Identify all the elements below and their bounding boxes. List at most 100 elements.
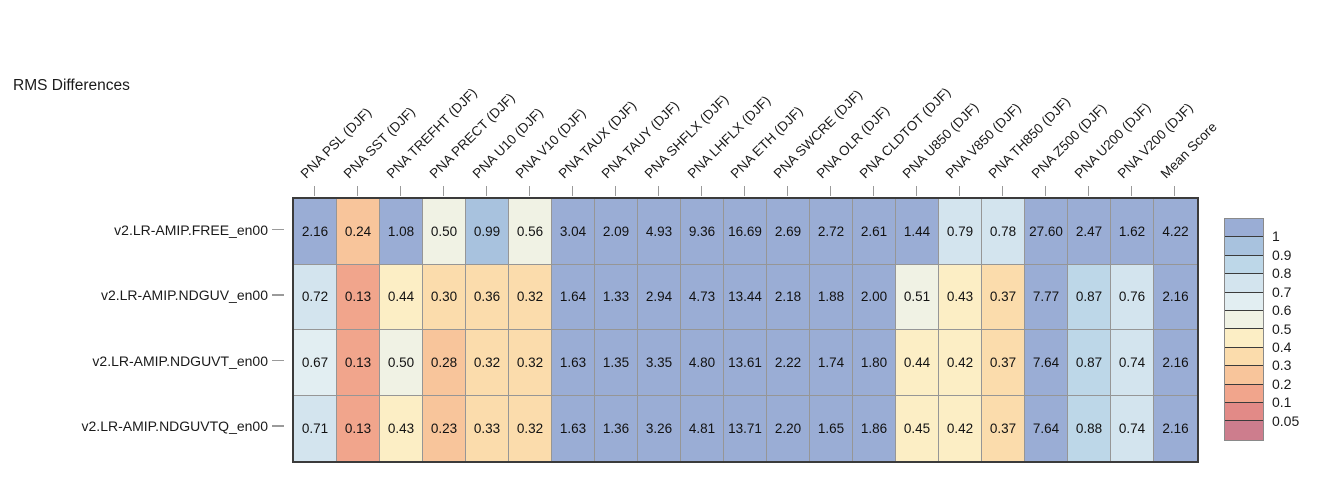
legend-label: 0.1 bbox=[1272, 394, 1292, 411]
heatmap-cell: 2.20 bbox=[767, 395, 810, 461]
heatmap-cell: 0.33 bbox=[466, 395, 509, 461]
heatmap-cell: 0.32 bbox=[509, 330, 552, 396]
heatmap-cell: 0.13 bbox=[337, 330, 380, 396]
legend-label: 0.8 bbox=[1272, 265, 1292, 282]
heatmap-cell: 4.22 bbox=[1154, 199, 1197, 265]
legend-label: 0.7 bbox=[1272, 283, 1292, 300]
heatmap-cell: 7.64 bbox=[1025, 395, 1068, 461]
heatmap-cell: 1.88 bbox=[810, 264, 853, 330]
column-label: PNA U200 (DJF) bbox=[1071, 99, 1153, 182]
column-label: PNA TAUY (DJF) bbox=[598, 98, 682, 182]
row-label: v2.LR-AMIP.NDGUVT_en00 bbox=[92, 352, 268, 369]
heatmap-cell: 0.72 bbox=[294, 264, 337, 330]
heatmap-cell: 1.44 bbox=[896, 199, 939, 265]
legend-swatch bbox=[1225, 384, 1263, 404]
heatmap-cell: 0.44 bbox=[380, 264, 423, 330]
legend-label: 0.6 bbox=[1272, 302, 1292, 319]
heatmap-cell: 1.08 bbox=[380, 199, 423, 265]
column-tick bbox=[485, 186, 487, 196]
heatmap-cell: 0.44 bbox=[896, 330, 939, 396]
heatmap-cell: 0.88 bbox=[1068, 395, 1111, 461]
heatmap-cell: 3.04 bbox=[552, 199, 595, 265]
heatmap-cell: 1.64 bbox=[552, 264, 595, 330]
heatmap-cell: 0.71 bbox=[294, 395, 337, 461]
legend-label: 0.05 bbox=[1272, 412, 1300, 429]
legend-swatch bbox=[1225, 347, 1263, 367]
column-tick bbox=[1001, 186, 1003, 196]
heatmap-cell: 3.35 bbox=[638, 330, 681, 396]
column-tick bbox=[1130, 186, 1132, 196]
column-tick bbox=[743, 186, 745, 196]
heatmap-cell: 0.13 bbox=[337, 395, 380, 461]
row-tick bbox=[272, 294, 284, 296]
row-tick bbox=[272, 228, 284, 231]
heatmap-cell: 0.24 bbox=[337, 199, 380, 265]
heatmap-cell: 0.23 bbox=[423, 395, 466, 461]
heatmap-cell: 2.16 bbox=[294, 199, 337, 265]
legend-swatch bbox=[1225, 292, 1263, 312]
column-label: PNA V850 (DJF) bbox=[942, 100, 1024, 182]
heatmap-cell: 0.42 bbox=[939, 330, 982, 396]
column-tick bbox=[786, 186, 788, 196]
chart-title: RMS Differences bbox=[13, 77, 130, 94]
heatmap-cell: 27.60 bbox=[1025, 199, 1068, 265]
heatmap-cell: 0.37 bbox=[982, 330, 1025, 396]
heatmap-cell: 4.80 bbox=[681, 330, 724, 396]
legend-swatch bbox=[1225, 219, 1263, 238]
heatmap-cell: 4.93 bbox=[638, 199, 681, 265]
column-tick bbox=[399, 186, 401, 196]
column-tick bbox=[700, 186, 702, 196]
row-tick bbox=[272, 425, 284, 427]
heatmap-cell: 0.43 bbox=[939, 264, 982, 330]
heatmap-cell: 0.43 bbox=[380, 395, 423, 461]
heatmap-cell: 0.28 bbox=[423, 330, 466, 396]
heatmap-cell: 3.26 bbox=[638, 395, 681, 461]
heatmap-cell: 2.16 bbox=[1154, 330, 1197, 396]
heatmap-cell: 1.33 bbox=[595, 264, 638, 330]
heatmap-cell: 0.79 bbox=[939, 199, 982, 265]
heatmap-cell: 1.63 bbox=[552, 395, 595, 461]
heatmap-cell: 1.35 bbox=[595, 330, 638, 396]
heatmap-cell: 1.36 bbox=[595, 395, 638, 461]
column-label: PNA V200 (DJF) bbox=[1114, 100, 1196, 182]
heatmap-cell: 0.87 bbox=[1068, 264, 1111, 330]
legend-label: 0.2 bbox=[1272, 375, 1292, 392]
column-tick bbox=[872, 186, 874, 196]
heatmap-cell: 1.80 bbox=[853, 330, 896, 396]
heatmap-cell: 0.32 bbox=[509, 264, 552, 330]
row-label: v2.LR-AMIP.FREE_en00 bbox=[114, 221, 268, 238]
heatmap-cell: 13.71 bbox=[724, 395, 767, 461]
legend-swatch bbox=[1225, 274, 1263, 293]
heatmap-cell: 0.74 bbox=[1111, 395, 1154, 461]
column-tick bbox=[614, 186, 616, 196]
heatmap-cell: 7.77 bbox=[1025, 264, 1068, 330]
heatmap-cell: 0.36 bbox=[466, 264, 509, 330]
heatmap-cell: 0.74 bbox=[1111, 330, 1154, 396]
legend-swatch bbox=[1225, 421, 1263, 440]
column-tick bbox=[958, 186, 960, 196]
column-tick bbox=[356, 186, 358, 196]
heatmap-cell: 16.69 bbox=[724, 199, 767, 265]
column-tick bbox=[915, 186, 917, 196]
heatmap-cell: 0.50 bbox=[380, 330, 423, 396]
heatmap-cell: 0.45 bbox=[896, 395, 939, 461]
legend-swatch bbox=[1225, 311, 1263, 330]
heatmap-cell: 0.87 bbox=[1068, 330, 1111, 396]
heatmap-cell: 2.16 bbox=[1154, 395, 1197, 461]
heatmap-cell: 2.16 bbox=[1154, 264, 1197, 330]
heatmap-cell: 1.63 bbox=[552, 330, 595, 396]
heatmap-cell: 2.18 bbox=[767, 264, 810, 330]
heatmap-cell: 2.72 bbox=[810, 199, 853, 265]
heatmap-cell: 2.47 bbox=[1068, 199, 1111, 265]
row-label: v2.LR-AMIP.NDGUVTQ_en00 bbox=[81, 418, 268, 435]
column-tick bbox=[829, 186, 831, 196]
heatmap-cell: 0.78 bbox=[982, 199, 1025, 265]
column-tick bbox=[1044, 186, 1046, 196]
heatmap-cell: 1.65 bbox=[810, 395, 853, 461]
heatmap-cell: 1.74 bbox=[810, 330, 853, 396]
column-tick bbox=[1173, 186, 1175, 196]
heatmap-cell: 0.13 bbox=[337, 264, 380, 330]
legend-swatch bbox=[1225, 329, 1263, 348]
column-label: PNA U850 (DJF) bbox=[899, 99, 981, 182]
